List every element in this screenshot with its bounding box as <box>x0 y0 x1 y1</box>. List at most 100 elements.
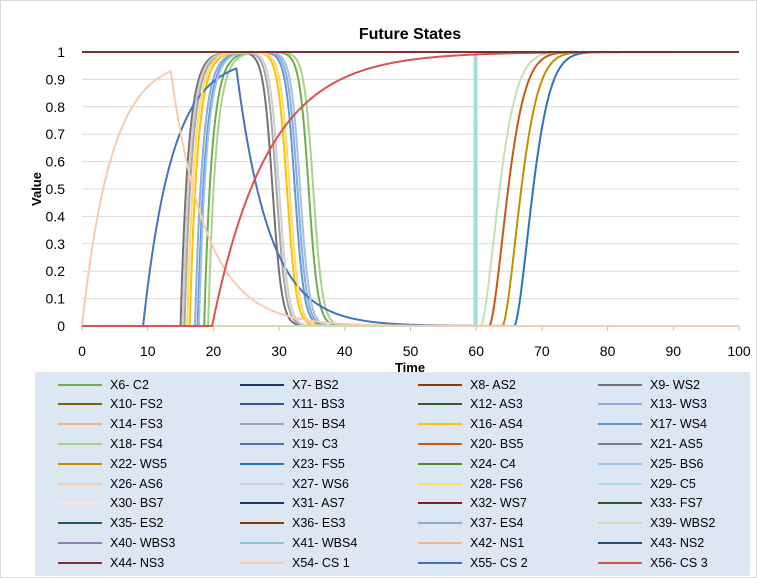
legend-label: X22- WS5 <box>110 456 167 471</box>
x-tick-label: 70 <box>534 343 550 359</box>
legend-label: X27- WS6 <box>292 476 349 491</box>
legend-label: X14- FS3 <box>110 417 163 432</box>
legend-label: X7- BS2 <box>292 377 339 392</box>
legend-item: X39- WBS2 <box>598 515 715 532</box>
legend-label: X17- WS4 <box>650 417 707 432</box>
legend-item: X15- BS4 <box>240 416 346 433</box>
legend-swatch <box>240 423 284 426</box>
legend-label: X23- FS5 <box>292 456 345 471</box>
legend-swatch <box>598 482 642 485</box>
legend-swatch <box>598 502 642 505</box>
y-axis-label: Value <box>29 172 44 206</box>
y-tick-label: 0.3 <box>46 236 66 252</box>
legend-label: X41- WBS4 <box>292 535 358 550</box>
x-tick-label: 90 <box>666 343 682 359</box>
legend-swatch <box>240 541 284 544</box>
legend-item: X9- WS2 <box>598 376 700 393</box>
legend-label: X54- CS 1 <box>292 555 350 570</box>
x-tick-label: 10 <box>140 343 156 359</box>
legend-label: X10- FS2 <box>110 397 163 412</box>
legend-label: X8- AS2 <box>470 377 516 392</box>
legend-item: X37- ES4 <box>418 515 524 532</box>
legend-label: X9- WS2 <box>650 377 701 392</box>
legend-swatch <box>58 403 102 406</box>
legend-item: X54- CS 1 <box>240 554 350 571</box>
x-tick-label: 50 <box>403 343 419 359</box>
legend-item: X18- FS4 <box>58 435 163 452</box>
legend-item: X14- FS3 <box>58 416 163 433</box>
legend-swatch <box>240 442 284 445</box>
legend-item: X25- BS6 <box>598 455 704 472</box>
legend-swatch <box>240 462 284 465</box>
legend-swatch <box>598 383 642 386</box>
legend-item: X8- AS2 <box>418 376 516 393</box>
legend-item: X22- WS5 <box>58 455 167 472</box>
legend-item: X11- BS3 <box>240 396 345 413</box>
legend-swatch <box>598 442 642 445</box>
legend-swatch <box>58 502 102 505</box>
legend-item: X10- FS2 <box>58 396 163 413</box>
legend-swatch <box>58 423 102 426</box>
legend-swatch <box>598 462 642 465</box>
x-axis-label: Time <box>395 360 425 373</box>
legend-label: X20- BS5 <box>470 436 524 451</box>
legend-item: X21- AS5 <box>598 435 703 452</box>
legend-label: X42- NS1 <box>470 535 525 550</box>
y-tick-label: 0.7 <box>46 126 66 142</box>
y-tick-label: 0.8 <box>46 99 66 115</box>
legend-label: X26- AS6 <box>110 476 163 491</box>
legend-swatch <box>240 482 284 485</box>
legend-swatch <box>418 541 462 544</box>
legend-label: X32- WS7 <box>470 496 527 511</box>
legend-item: X20- BS5 <box>418 435 524 452</box>
legend-label: X24- C4 <box>470 456 516 471</box>
legend-item: X41- WBS4 <box>240 534 357 551</box>
legend-label: X36- ES3 <box>292 516 346 531</box>
legend-item: X30- BS7 <box>58 495 164 512</box>
legend-swatch <box>418 423 462 426</box>
legend-label: X55- CS 2 <box>470 555 528 570</box>
legend-label: X37- ES4 <box>470 516 524 531</box>
legend-swatch <box>240 522 284 525</box>
x-tick-label: 80 <box>600 343 616 359</box>
legend-swatch <box>418 502 462 505</box>
legend-swatch <box>418 482 462 485</box>
legend-swatch <box>418 442 462 445</box>
x-tick-label: 60 <box>468 343 484 359</box>
legend-item: X56- CS 3 <box>598 554 708 571</box>
gridlines <box>81 51 740 331</box>
legend-label: X6- C2 <box>110 377 149 392</box>
legend-swatch <box>58 482 102 485</box>
y-tick-label: 0.4 <box>46 208 66 224</box>
legend-item: X40- WBS3 <box>58 534 175 551</box>
legend-item: X28- FS6 <box>418 475 523 492</box>
legend-label: X33- FS7 <box>650 496 703 511</box>
legend-item: X43- NS2 <box>598 534 704 551</box>
legend-item: X12- AS3 <box>418 396 523 413</box>
x-tick-label: 100 <box>727 343 751 359</box>
x-tick-label: 40 <box>337 343 353 359</box>
y-tick-label: 0 <box>57 318 65 334</box>
legend-item: X16- AS4 <box>418 416 523 433</box>
line-chart: Future States Value Time 0 0.1 0.2 0.3 0.4 0.… <box>29 26 751 373</box>
legend-swatch <box>240 403 284 406</box>
legend-swatch <box>240 502 284 505</box>
legend: X6- C2 X7- BS2 X8- AS2 X9- WS2 X10- FS2 X11- … <box>35 372 750 576</box>
y-tick-label: 0.9 <box>46 71 66 87</box>
legend-item: X44- NS3 <box>58 554 164 571</box>
legend-swatch <box>418 403 462 406</box>
legend-item: X24- C4 <box>418 455 516 472</box>
legend-item: X7- BS2 <box>240 376 339 393</box>
legend-swatch <box>240 383 284 386</box>
legend-item: X35- ES2 <box>58 515 164 532</box>
legend-label: X21- AS5 <box>650 436 703 451</box>
legend-swatch <box>58 383 102 386</box>
legend-swatch <box>598 403 642 406</box>
legend-label: X19- C3 <box>292 436 338 451</box>
y-tick-label: 0.2 <box>46 263 66 279</box>
chart-title: Future States <box>359 26 461 43</box>
legend-label: X39- WBS2 <box>650 516 716 531</box>
legend-label: X35- ES2 <box>110 516 164 531</box>
legend-label: X56- CS 3 <box>650 555 708 570</box>
legend-swatch <box>240 561 284 564</box>
